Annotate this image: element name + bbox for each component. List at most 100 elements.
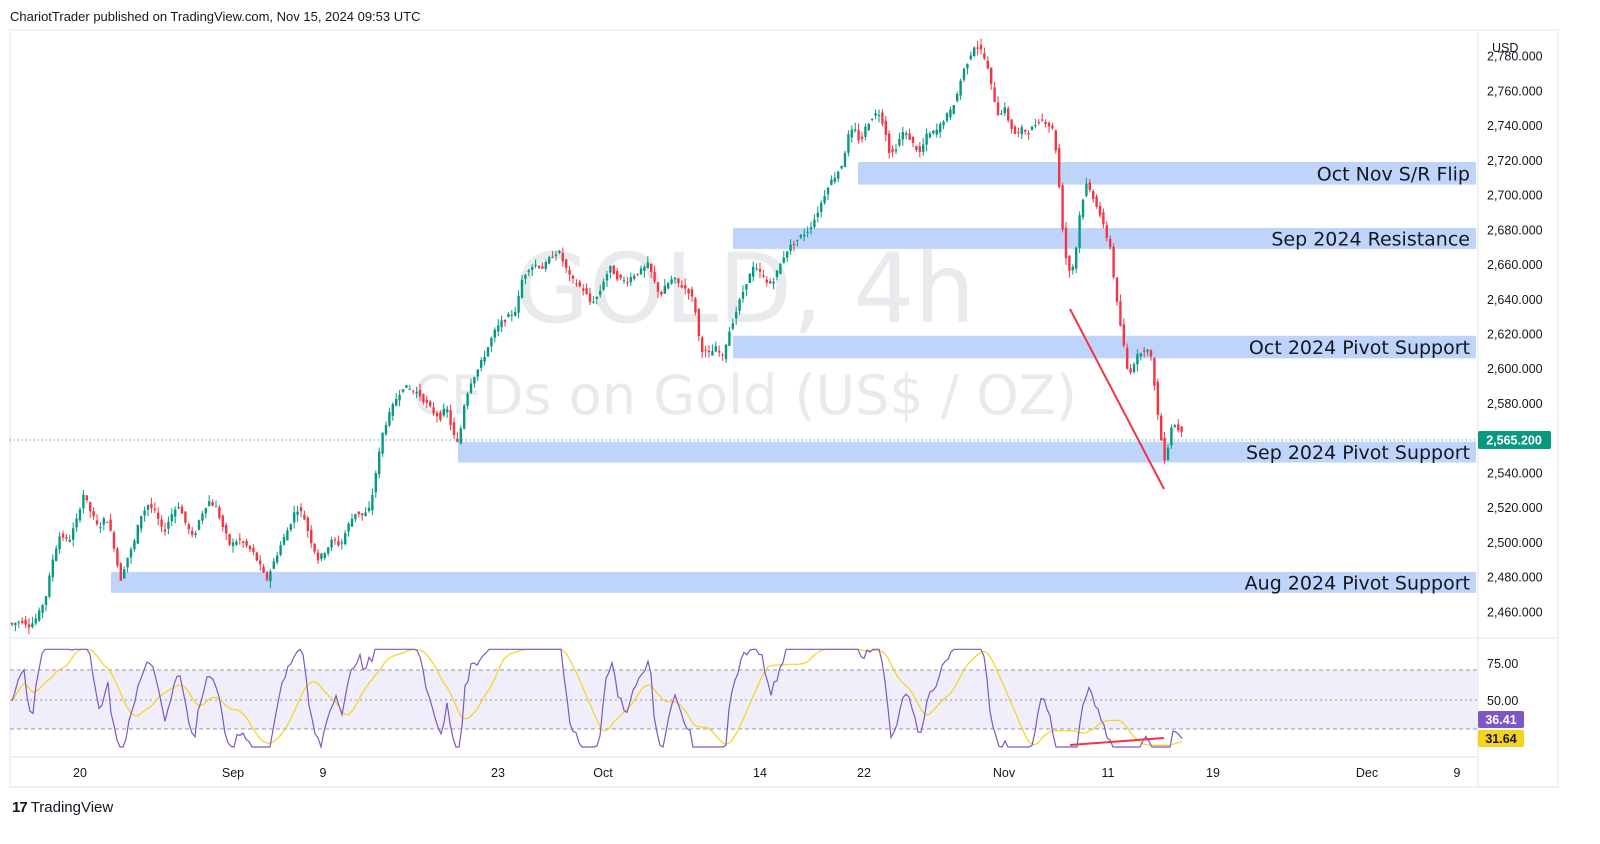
price-tick-label: 2,720.000	[1487, 154, 1543, 168]
zone-label: Sep 2024 Pivot Support	[1246, 442, 1470, 464]
candle-body	[616, 271, 619, 280]
candle-body	[561, 253, 564, 262]
zone-rect[interactable]	[733, 335, 1476, 359]
candle-body	[871, 118, 874, 120]
candle-body	[806, 231, 809, 233]
candle-body	[48, 575, 51, 597]
candle-body	[177, 506, 180, 509]
candle-body	[633, 275, 636, 279]
candle-body	[939, 123, 942, 133]
candle-body	[1013, 126, 1017, 135]
candle-body	[136, 524, 139, 544]
candle-body	[687, 288, 690, 294]
candle-body	[1119, 301, 1122, 326]
time-tick-label: 9	[1454, 766, 1461, 780]
candle-body	[378, 451, 381, 475]
time-tick-label: 14	[753, 766, 767, 780]
candle-body	[1007, 108, 1010, 121]
candle-body	[235, 541, 238, 545]
candle-body	[456, 438, 459, 442]
candle-body	[884, 120, 887, 135]
candle-body	[629, 277, 632, 283]
rsi-divergence-trendline[interactable]	[1069, 737, 1165, 746]
candle-body	[446, 409, 449, 413]
zone-label: Oct 2024 Pivot Support	[1249, 337, 1470, 359]
candle-body	[1088, 182, 1091, 190]
candle-body	[786, 251, 789, 258]
candle-body	[361, 513, 364, 516]
candle-body	[133, 540, 136, 550]
zone-rect[interactable]	[111, 571, 1476, 593]
zone-label: Sep 2024 Resistance	[1271, 228, 1470, 250]
candle-body	[388, 411, 391, 426]
candle-body	[1139, 353, 1142, 357]
candle-body	[466, 393, 469, 407]
candle-body	[969, 55, 972, 60]
zone-rect[interactable]	[858, 162, 1476, 185]
candle-body	[1166, 447, 1170, 460]
candle-body	[503, 319, 507, 323]
candle-body	[595, 296, 598, 299]
candle-body	[833, 177, 836, 182]
candle-body	[735, 311, 738, 319]
candle-body	[204, 508, 207, 514]
candle-body	[415, 391, 418, 394]
candle-body	[344, 533, 347, 545]
price-tick-label: 2,700.000	[1487, 189, 1543, 203]
candle-body	[850, 129, 853, 138]
candle-body	[1163, 437, 1166, 461]
candle-body	[150, 503, 153, 509]
candle-body	[514, 312, 517, 316]
candle-body	[306, 517, 309, 531]
candle-body	[1078, 215, 1081, 248]
price-trendline[interactable]	[1069, 308, 1165, 490]
candle-body	[775, 270, 779, 278]
candle-body	[990, 67, 993, 84]
candle-body	[112, 532, 116, 549]
zone-label: Oct Nov S/R Flip	[1317, 163, 1470, 185]
zone-rect[interactable]	[733, 228, 1476, 249]
candle-body	[293, 512, 296, 523]
candle-body	[51, 559, 54, 578]
candle-body	[126, 557, 129, 568]
candle-body	[412, 390, 415, 392]
candle-body	[881, 112, 884, 124]
candle-body	[272, 561, 275, 569]
candle-body	[231, 542, 235, 547]
candle-body	[221, 515, 224, 528]
candle-body	[1027, 133, 1030, 135]
candle-body	[160, 519, 163, 527]
candle-body	[68, 539, 71, 542]
candle-body	[1034, 125, 1037, 127]
candle-body	[1071, 266, 1074, 271]
candle-body	[44, 596, 48, 605]
candle-body	[663, 285, 666, 294]
candle-body	[1177, 424, 1180, 431]
candle-body	[1051, 125, 1054, 129]
candle-body	[483, 356, 486, 362]
candle-body	[915, 146, 918, 151]
candle-body	[626, 282, 629, 284]
candle-body	[1126, 347, 1129, 369]
candle-body	[565, 259, 568, 268]
candle-body	[612, 265, 615, 275]
candle-body	[340, 542, 343, 544]
candle-body	[143, 510, 146, 516]
candle-body	[187, 524, 190, 530]
candle-body	[89, 502, 92, 512]
zone-rect[interactable]	[458, 441, 1476, 463]
candle-body	[772, 281, 775, 284]
candle-body	[452, 422, 456, 435]
candle-body	[367, 507, 371, 512]
candle-body	[908, 133, 911, 140]
candle-body	[405, 385, 408, 388]
candle-body	[75, 518, 78, 528]
candle-body	[752, 266, 755, 277]
rsi-line	[11, 648, 1183, 750]
candle-body	[439, 412, 442, 420]
candle-body	[422, 394, 425, 403]
candle-body	[303, 514, 306, 520]
price-tick-label: 2,620.000	[1487, 328, 1543, 342]
candle-body	[225, 525, 228, 534]
